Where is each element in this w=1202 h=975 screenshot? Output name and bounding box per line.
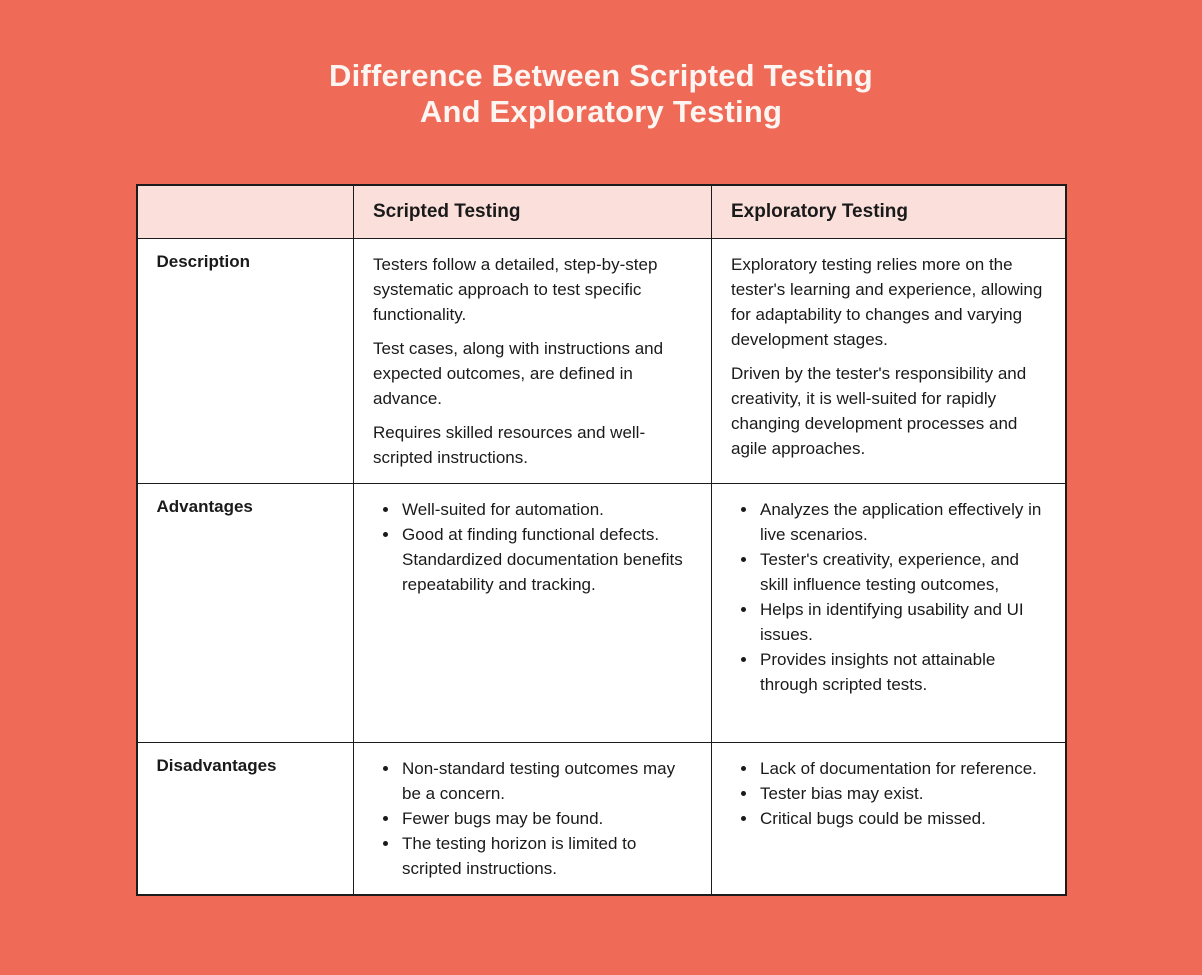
list-item: Provides insights not attainable through… (758, 647, 1045, 697)
comparison-table: Scripted Testing Exploratory Testing Des… (135, 184, 1067, 896)
list-item: Well-suited for automation. (400, 497, 691, 522)
row-label-advantages: Advantages (136, 482, 354, 743)
list-item: Good at finding functional defects. Stan… (400, 522, 691, 597)
cell-description-exploratory: Exploratory testing relies more on the t… (711, 237, 1066, 484)
paragraph: Requires skilled resources and well-scri… (373, 422, 646, 467)
paragraph: Exploratory testing relies more on the t… (731, 254, 1043, 349)
page-title: Difference Between Scripted Testing And … (0, 0, 1202, 130)
table-header-row: Scripted Testing Exploratory Testing (136, 184, 1066, 239)
row-label-disadvantages: Disadvantages (136, 741, 354, 895)
bullet-list: Lack of documentation for reference. Tes… (731, 756, 1045, 831)
row-label-description: Description (136, 237, 354, 484)
list-item: Non-standard testing outcomes may be a c… (400, 756, 691, 806)
list-item: Tester bias may exist. (758, 781, 1045, 806)
cell-disadvantages-exploratory: Lack of documentation for reference. Tes… (711, 741, 1066, 895)
table-row-advantages: Advantages Well-suited for automation. G… (136, 482, 1066, 743)
header-cell-corner (136, 184, 354, 239)
list-item: Lack of documentation for reference. (758, 756, 1045, 781)
cell-advantages-exploratory: Analyzes the application effectively in … (711, 482, 1066, 743)
list-item: The testing horizon is limited to script… (400, 831, 691, 881)
header-cell-exploratory: Exploratory Testing (711, 184, 1066, 239)
table-row-disadvantages: Disadvantages Non-standard testing outco… (136, 741, 1066, 895)
bullet-list: Analyzes the application effectively in … (731, 497, 1045, 697)
cell-disadvantages-scripted: Non-standard testing outcomes may be a c… (353, 741, 712, 895)
cell-description-scripted: Testers follow a detailed, step-by-step … (353, 237, 712, 484)
cell-advantages-scripted: Well-suited for automation. Good at find… (353, 482, 712, 743)
header-cell-scripted: Scripted Testing (353, 184, 712, 239)
table-row-description: Description Testers follow a detailed, s… (136, 237, 1066, 484)
page-title-line-2: And Exploratory Testing (419, 94, 783, 129)
paragraph: Test cases, along with instructions and … (373, 338, 664, 408)
bullet-list: Non-standard testing outcomes may be a c… (373, 756, 691, 881)
list-item: Tester's creativity, experience, and ski… (758, 547, 1045, 597)
page-title-line-1: Difference Between Scripted Testing (329, 58, 873, 93)
bullet-list: Well-suited for automation. Good at find… (373, 497, 691, 597)
paragraph: Testers follow a detailed, step-by-step … (373, 254, 658, 324)
list-item: Fewer bugs may be found. (400, 806, 691, 831)
list-item: Critical bugs could be missed. (758, 806, 1045, 831)
list-item: Helps in identifying usability and UI is… (758, 597, 1045, 647)
paragraph: Driven by the tester's responsibility an… (731, 363, 1027, 458)
list-item: Analyzes the application effectively in … (758, 497, 1045, 547)
